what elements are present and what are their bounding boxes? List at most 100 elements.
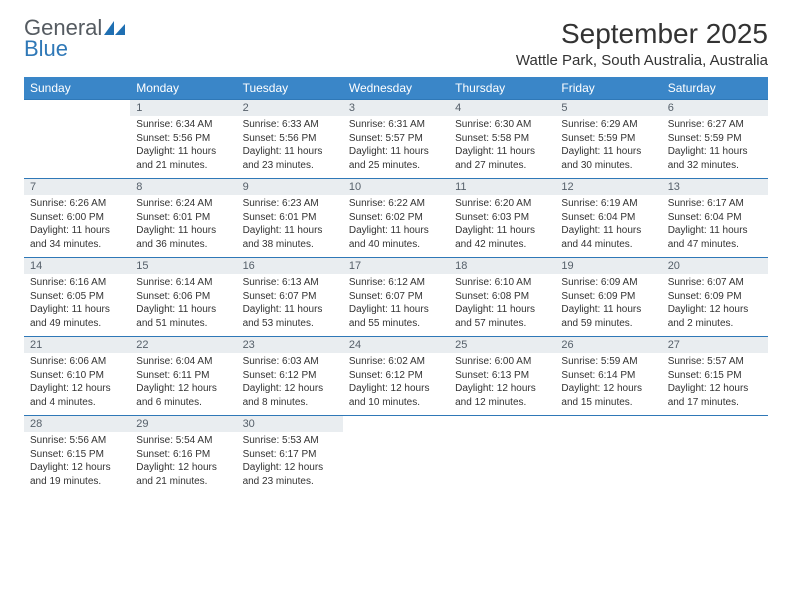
logo-word-2: Blue: [24, 39, 126, 60]
day2-text: and 51 minutes.: [136, 317, 230, 331]
sunset-text: Sunset: 6:15 PM: [30, 448, 124, 462]
day-data-cell: Sunrise: 5:56 AMSunset: 6:15 PMDaylight:…: [24, 432, 130, 494]
day-data-cell: Sunrise: 6:20 AMSunset: 6:03 PMDaylight:…: [449, 195, 555, 258]
day2-text: and 4 minutes.: [30, 396, 124, 410]
day2-text: and 36 minutes.: [136, 238, 230, 252]
day-data-cell: Sunrise: 6:19 AMSunset: 6:04 PMDaylight:…: [555, 195, 661, 258]
day-data-cell: Sunrise: 6:02 AMSunset: 6:12 PMDaylight:…: [343, 353, 449, 416]
day-data-cell: Sunrise: 6:04 AMSunset: 6:11 PMDaylight:…: [130, 353, 236, 416]
day1-text: Daylight: 12 hours: [349, 382, 443, 396]
sunset-text: Sunset: 6:04 PM: [561, 211, 655, 225]
day-data-cell: [662, 432, 768, 494]
day-data-cell: Sunrise: 5:57 AMSunset: 6:15 PMDaylight:…: [662, 353, 768, 416]
sunset-text: Sunset: 6:04 PM: [668, 211, 762, 225]
day-number-cell: 15: [130, 258, 236, 275]
day-number-cell: 8: [130, 179, 236, 196]
day2-text: and 23 minutes.: [243, 159, 337, 173]
sunrise-text: Sunrise: 6:19 AM: [561, 197, 655, 211]
sunrise-text: Sunrise: 6:17 AM: [668, 197, 762, 211]
day-data-cell: Sunrise: 6:23 AMSunset: 6:01 PMDaylight:…: [237, 195, 343, 258]
day2-text: and 21 minutes.: [136, 475, 230, 489]
day2-text: and 55 minutes.: [349, 317, 443, 331]
day-number-cell: 6: [662, 100, 768, 117]
day-number-cell: 13: [662, 179, 768, 196]
month-title: September 2025: [516, 18, 768, 50]
calendar-body: 123456Sunrise: 6:34 AMSunset: 5:56 PMDay…: [24, 100, 768, 495]
day1-text: Daylight: 11 hours: [561, 303, 655, 317]
day-data-row: Sunrise: 6:16 AMSunset: 6:05 PMDaylight:…: [24, 274, 768, 337]
day-number-cell: 22: [130, 337, 236, 354]
day1-text: Daylight: 11 hours: [668, 145, 762, 159]
day2-text: and 17 minutes.: [668, 396, 762, 410]
day-number-cell: [343, 416, 449, 433]
sunset-text: Sunset: 6:12 PM: [243, 369, 337, 383]
day-data-row: Sunrise: 5:56 AMSunset: 6:15 PMDaylight:…: [24, 432, 768, 494]
sunrise-text: Sunrise: 6:31 AM: [349, 118, 443, 132]
day1-text: Daylight: 11 hours: [561, 145, 655, 159]
day-number-row: 21222324252627: [24, 337, 768, 354]
calendar-page: General Blue September 2025 Wattle Park,…: [0, 0, 792, 512]
logo-sail-icon: [104, 20, 126, 36]
day-data-cell: Sunrise: 6:34 AMSunset: 5:56 PMDaylight:…: [130, 116, 236, 179]
sunset-text: Sunset: 6:09 PM: [668, 290, 762, 304]
day2-text: and 15 minutes.: [561, 396, 655, 410]
sunset-text: Sunset: 6:00 PM: [30, 211, 124, 225]
day-data-cell: Sunrise: 6:12 AMSunset: 6:07 PMDaylight:…: [343, 274, 449, 337]
day1-text: Daylight: 11 hours: [455, 303, 549, 317]
day-data-cell: Sunrise: 6:24 AMSunset: 6:01 PMDaylight:…: [130, 195, 236, 258]
day-number-cell: 19: [555, 258, 661, 275]
sunset-text: Sunset: 5:56 PM: [243, 132, 337, 146]
day-data-cell: Sunrise: 6:16 AMSunset: 6:05 PMDaylight:…: [24, 274, 130, 337]
sunrise-text: Sunrise: 6:22 AM: [349, 197, 443, 211]
sunrise-text: Sunrise: 6:06 AM: [30, 355, 124, 369]
day-number-cell: [449, 416, 555, 433]
day1-text: Daylight: 11 hours: [455, 224, 549, 238]
day-data-cell: Sunrise: 5:59 AMSunset: 6:14 PMDaylight:…: [555, 353, 661, 416]
sunset-text: Sunset: 6:03 PM: [455, 211, 549, 225]
day1-text: Daylight: 12 hours: [30, 461, 124, 475]
day1-text: Daylight: 11 hours: [30, 303, 124, 317]
day2-text: and 23 minutes.: [243, 475, 337, 489]
day-data-cell: Sunrise: 6:22 AMSunset: 6:02 PMDaylight:…: [343, 195, 449, 258]
sunrise-text: Sunrise: 6:12 AM: [349, 276, 443, 290]
header: General Blue September 2025 Wattle Park,…: [24, 18, 768, 69]
weekday-header: Thursday: [449, 77, 555, 100]
sunrise-text: Sunrise: 5:54 AM: [136, 434, 230, 448]
day2-text: and 8 minutes.: [243, 396, 337, 410]
day-data-cell: Sunrise: 6:00 AMSunset: 6:13 PMDaylight:…: [449, 353, 555, 416]
sunset-text: Sunset: 6:15 PM: [668, 369, 762, 383]
day-number-cell: 12: [555, 179, 661, 196]
weekday-header: Wednesday: [343, 77, 449, 100]
day2-text: and 53 minutes.: [243, 317, 337, 331]
day2-text: and 38 minutes.: [243, 238, 337, 252]
day-data-cell: Sunrise: 6:29 AMSunset: 5:59 PMDaylight:…: [555, 116, 661, 179]
day2-text: and 57 minutes.: [455, 317, 549, 331]
day-number-cell: [662, 416, 768, 433]
sunset-text: Sunset: 6:17 PM: [243, 448, 337, 462]
sunset-text: Sunset: 6:05 PM: [30, 290, 124, 304]
sunset-text: Sunset: 5:59 PM: [561, 132, 655, 146]
day-number-cell: 10: [343, 179, 449, 196]
day1-text: Daylight: 11 hours: [30, 224, 124, 238]
sunset-text: Sunset: 6:10 PM: [30, 369, 124, 383]
sunrise-text: Sunrise: 5:59 AM: [561, 355, 655, 369]
sunrise-text: Sunrise: 6:23 AM: [243, 197, 337, 211]
weekday-header: Monday: [130, 77, 236, 100]
day-data-cell: Sunrise: 6:33 AMSunset: 5:56 PMDaylight:…: [237, 116, 343, 179]
day-number-cell: 17: [343, 258, 449, 275]
logo: General Blue: [24, 18, 126, 60]
day-data-cell: Sunrise: 6:26 AMSunset: 6:00 PMDaylight:…: [24, 195, 130, 258]
day-number-row: 78910111213: [24, 179, 768, 196]
sunrise-text: Sunrise: 6:13 AM: [243, 276, 337, 290]
day-number-cell: 16: [237, 258, 343, 275]
day-data-cell: Sunrise: 6:06 AMSunset: 6:10 PMDaylight:…: [24, 353, 130, 416]
day1-text: Daylight: 12 hours: [561, 382, 655, 396]
day-number-cell: 7: [24, 179, 130, 196]
day2-text: and 25 minutes.: [349, 159, 443, 173]
day-data-cell: Sunrise: 6:30 AMSunset: 5:58 PMDaylight:…: [449, 116, 555, 179]
sunset-text: Sunset: 5:56 PM: [136, 132, 230, 146]
day2-text: and 19 minutes.: [30, 475, 124, 489]
day2-text: and 27 minutes.: [455, 159, 549, 173]
weekday-header-row: Sunday Monday Tuesday Wednesday Thursday…: [24, 77, 768, 100]
day-number-cell: 1: [130, 100, 236, 117]
